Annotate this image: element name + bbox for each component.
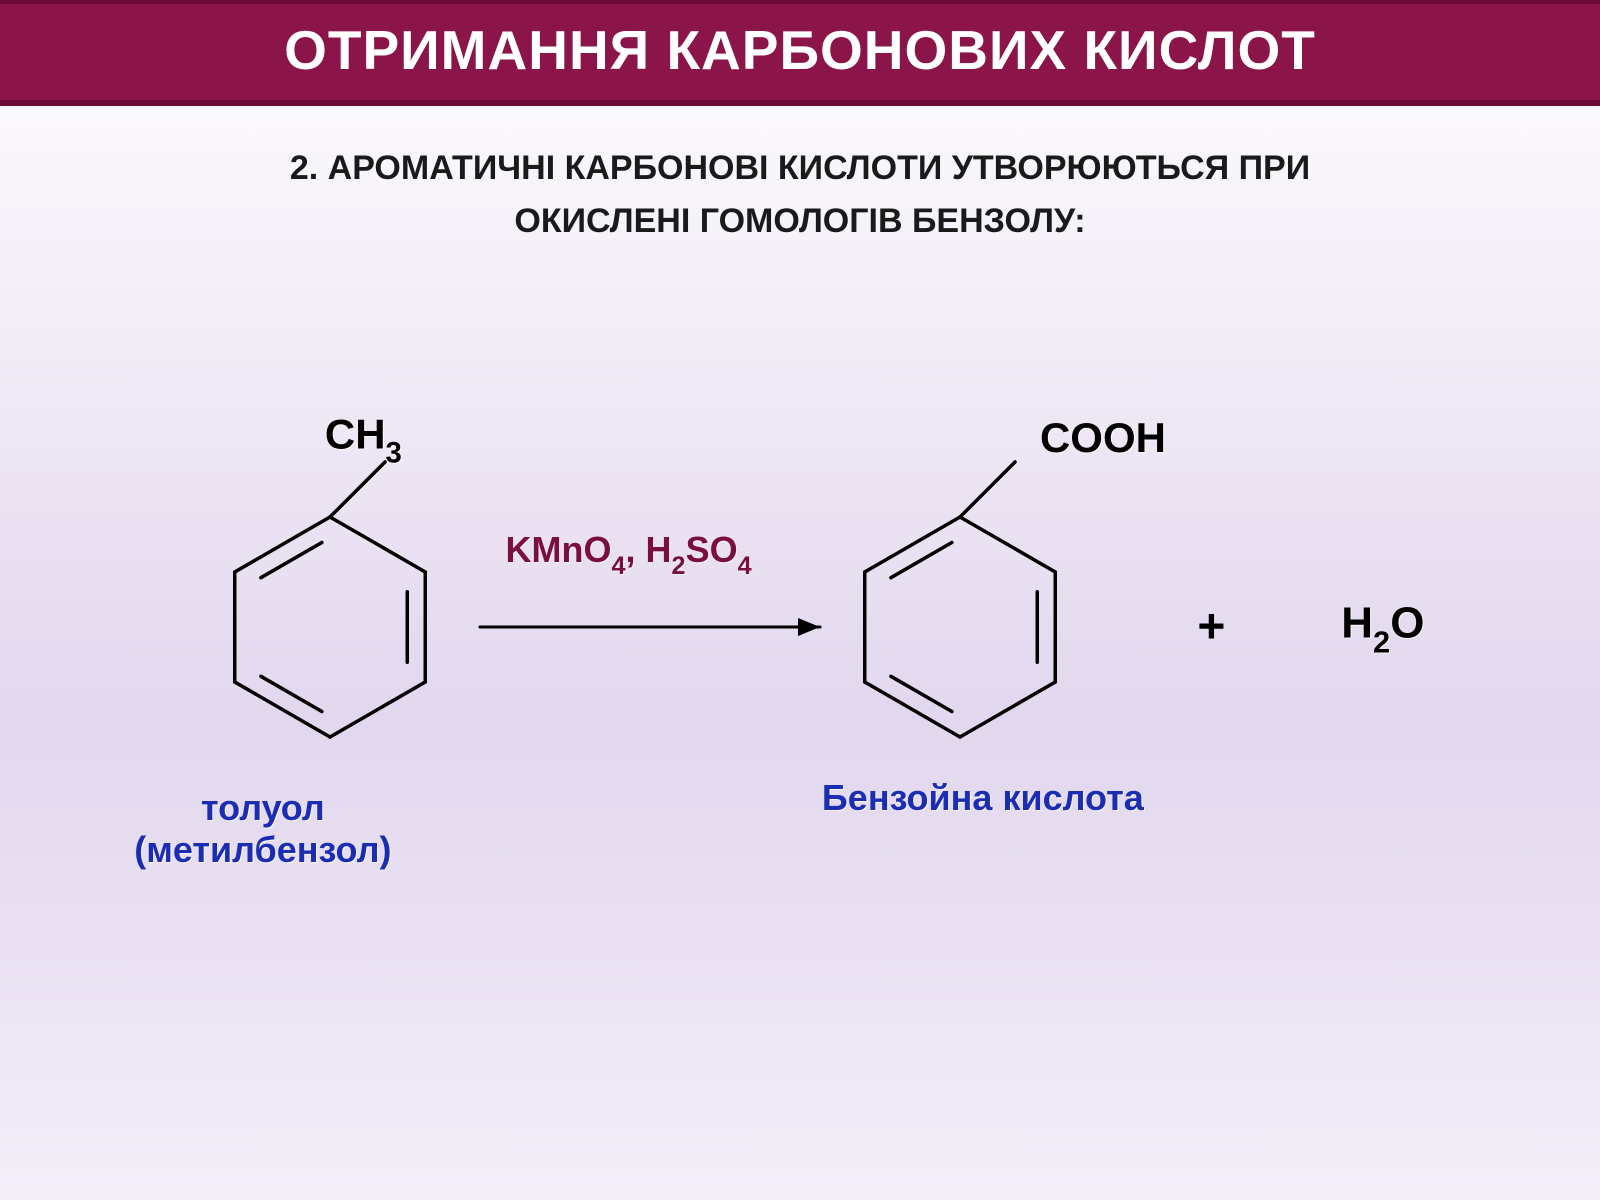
reaction-canvas: CH3 COOH KMnO4, H2SO4 + H2O толуол(метил…	[0, 287, 1600, 1047]
subtitle-line2: ОКИСЛЕНІ ГОМОЛОГІВ БЕНЗОЛУ:	[514, 202, 1085, 240]
reagent-part: SO	[686, 529, 738, 570]
slide-header: ОТРИМАННЯ КАРБОНОВИХ КИСЛОТ	[0, 0, 1600, 106]
reagent-sub: 4	[738, 552, 752, 580]
reactant-name-line1: толуол	[134, 787, 391, 829]
reagent-label: KMnO4, H2SO4	[506, 529, 752, 577]
byproduct-t2: O	[1390, 599, 1424, 648]
reactant-name: толуол(метилбензол)	[134, 787, 391, 871]
reactant-name-line2: (метилбензол)	[134, 829, 391, 871]
byproduct-label: H2O	[1341, 599, 1424, 656]
plus-sign: +	[1197, 600, 1225, 655]
byproduct-t1: H	[1341, 599, 1373, 648]
slide-title: ОТРИМАННЯ КАРБОНОВИХ КИСЛОТ	[284, 19, 1316, 81]
subtitle-line1: 2. АРОМАТИЧНІ КАРБОНОВІ КИСЛОТИ УТВОРЮЮТ…	[290, 149, 1310, 187]
reagent-part: , H	[626, 529, 672, 570]
product-sub-t: COOH	[1040, 414, 1166, 461]
reaction-svg	[0, 287, 1600, 1047]
reactant-sub-sub: 3	[386, 436, 402, 469]
reactant-substituent: CH3	[325, 411, 402, 466]
byproduct-sub: 2	[1373, 624, 1390, 659]
product-name: Бензойна кислота	[822, 777, 1144, 819]
reagent-sub: 2	[672, 552, 686, 580]
reagent-sub: 4	[612, 552, 626, 580]
reactant-sub-t: CH	[325, 411, 386, 458]
slide-subtitle: 2. АРОМАТИЧНІ КАРБОНОВІ КИСЛОТИ УТВОРЮЮТ…	[0, 142, 1600, 247]
product-substituent: COOH	[1040, 414, 1166, 462]
reagent-part: KMnO	[506, 529, 612, 570]
